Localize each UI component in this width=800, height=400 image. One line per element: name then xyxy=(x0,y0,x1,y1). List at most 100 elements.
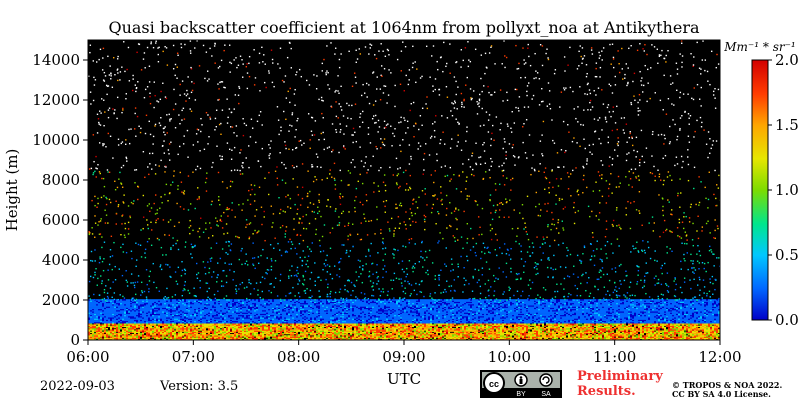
heatmap-cell xyxy=(166,310,168,312)
heatmap-cell xyxy=(224,316,226,318)
heatmap-cell xyxy=(120,306,122,308)
heatmap-cell xyxy=(162,319,164,322)
heatmap-cell xyxy=(176,305,178,307)
heatmap-cell xyxy=(188,308,190,311)
heatmap-cell xyxy=(120,323,122,325)
heatmap-cell xyxy=(126,335,128,337)
heatmap-cell xyxy=(104,319,106,322)
heatmap-cell xyxy=(108,331,110,334)
heatmap-cell xyxy=(216,331,218,334)
heatmap-cell xyxy=(258,323,260,325)
heatmap-cell xyxy=(212,320,214,323)
heatmap-cell xyxy=(202,336,204,338)
heatmap-cell xyxy=(120,334,122,336)
heatmap-cell xyxy=(112,330,114,332)
heatmap-cell xyxy=(242,323,244,325)
heatmap-cell xyxy=(168,310,170,312)
heatmap-cell xyxy=(240,313,242,316)
heatmap-cell xyxy=(200,336,202,338)
heatmap-cell xyxy=(168,318,170,320)
heatmap-cell xyxy=(168,308,170,311)
heatmap-cell xyxy=(194,324,196,326)
heatmap-cell xyxy=(182,329,184,331)
heatmap-cell xyxy=(208,329,210,331)
heatmap-cell xyxy=(108,305,110,307)
heatmap-cell xyxy=(242,316,244,318)
heatmap-cell xyxy=(112,313,114,316)
heatmap-cell xyxy=(178,324,180,326)
heatmap-cell xyxy=(144,320,146,323)
heatmap-cell xyxy=(108,310,110,312)
heatmap-cell xyxy=(128,317,130,319)
heatmap-cell xyxy=(198,334,200,336)
heatmap-cell xyxy=(242,304,244,306)
heatmap-cell xyxy=(192,300,194,302)
heatmap-cell xyxy=(224,319,226,322)
heatmap-cell xyxy=(112,317,114,319)
heatmap-cell xyxy=(116,314,118,317)
heatmap-cell xyxy=(236,314,238,317)
heatmap-cell xyxy=(194,318,196,320)
heatmap-cell xyxy=(106,320,108,323)
heatmap-cell xyxy=(94,300,96,302)
heatmap-cell xyxy=(324,325,326,328)
heatmap-cell xyxy=(230,299,232,301)
heatmap-cell xyxy=(102,320,104,323)
heatmap-cell xyxy=(102,337,104,340)
heatmap-cell xyxy=(236,300,238,302)
heatmap-cell xyxy=(130,338,132,340)
heatmap-cell xyxy=(250,334,252,336)
heatmap-cell xyxy=(256,308,258,311)
heatmap-cell xyxy=(188,299,190,301)
heatmap-cell xyxy=(204,320,206,323)
heatmap-cell xyxy=(136,317,138,319)
heatmap-cell xyxy=(118,338,120,340)
heatmap-cell xyxy=(188,334,190,336)
heatmap-cell xyxy=(98,335,100,337)
heatmap-cell xyxy=(196,336,198,338)
heatmap-cell xyxy=(128,330,130,332)
heatmap-cell xyxy=(264,322,266,324)
heatmap-cell xyxy=(158,306,160,308)
heatmap-cell xyxy=(254,317,256,319)
heatmap-cell xyxy=(180,306,182,308)
heatmap-cell xyxy=(162,317,164,319)
heatmap-cell xyxy=(256,320,258,323)
heatmap-cell xyxy=(128,302,130,305)
heatmap-cell xyxy=(198,323,200,325)
heatmap-cell xyxy=(174,305,176,307)
heatmap-cell xyxy=(268,322,270,324)
heatmap-cell xyxy=(90,307,92,310)
heatmap-cell xyxy=(282,299,284,301)
heatmap-cell xyxy=(144,329,146,331)
heatmap-cell xyxy=(208,312,210,314)
heatmap-cell xyxy=(162,318,164,320)
heatmap-cell xyxy=(100,317,102,319)
heatmap-cell xyxy=(198,313,200,316)
heatmap-cell xyxy=(208,320,210,323)
heatmap-cell xyxy=(182,311,184,313)
heatmap-cell xyxy=(152,306,154,308)
heatmap-cell xyxy=(156,313,158,316)
heatmap-cell xyxy=(184,337,186,340)
heatmap-cell xyxy=(160,310,162,312)
heatmap-cell xyxy=(350,299,352,301)
heatmap-cell xyxy=(170,332,172,335)
heatmap-cell xyxy=(142,300,144,302)
heatmap-cell xyxy=(226,300,228,302)
heatmap-cell xyxy=(196,330,198,332)
heatmap-cell xyxy=(118,325,120,328)
heatmap-cell xyxy=(308,328,310,330)
heatmap-cell xyxy=(96,322,98,324)
heatmap-cell xyxy=(212,302,214,305)
heatmap-cell xyxy=(218,313,220,316)
heatmap-cell xyxy=(150,323,152,325)
heatmap-cell xyxy=(254,313,256,316)
heatmap-cell xyxy=(224,320,226,323)
heatmap-cell xyxy=(250,330,252,332)
heatmap-cell xyxy=(148,335,150,337)
heatmap-cell xyxy=(272,308,274,311)
heatmap-cell xyxy=(136,312,138,314)
heatmap-cell xyxy=(224,312,226,314)
heatmap-cell xyxy=(234,312,236,314)
